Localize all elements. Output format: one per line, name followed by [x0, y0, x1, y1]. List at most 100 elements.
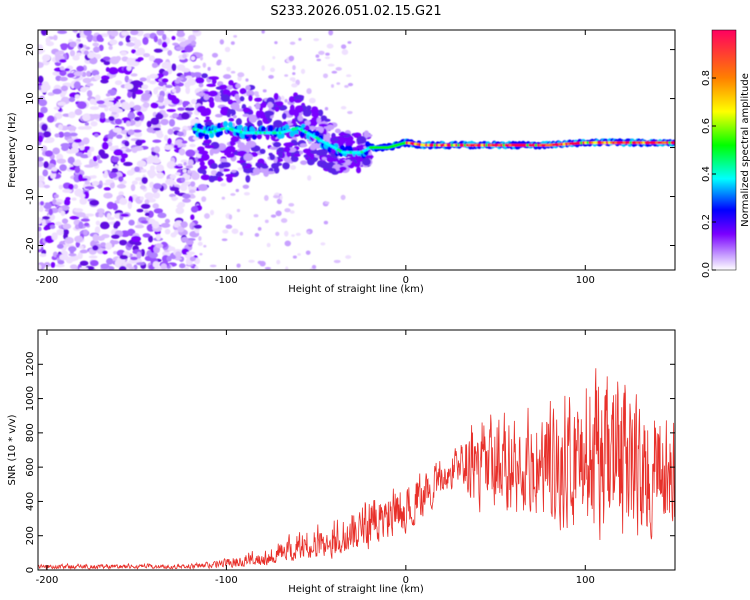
- noise-speckle: [144, 212, 150, 217]
- noise-speckle: [326, 43, 334, 49]
- noise-speckle: [143, 53, 151, 58]
- noise-speckle: [237, 167, 243, 171]
- noise-speckle: [157, 38, 163, 46]
- noise-speckle: [58, 131, 65, 138]
- snr-ytick-label: 1000: [25, 386, 36, 411]
- noise-speckle: [64, 68, 70, 72]
- transition-blob: [246, 89, 255, 97]
- noise-speckle: [176, 37, 186, 42]
- transition-blob: [269, 146, 279, 150]
- noise-speckle: [166, 161, 176, 169]
- transition-blob: [195, 92, 206, 97]
- noise-speckle: [52, 147, 60, 155]
- noise-speckle: [47, 213, 56, 221]
- noise-speckle: [72, 141, 79, 150]
- colorbar-ticks: 0.0 0.2 0.4 0.6 0.8: [701, 29, 737, 278]
- noise-speckle: [169, 193, 176, 198]
- noise-speckle: [39, 253, 47, 258]
- noise-speckle: [276, 259, 281, 265]
- noise-speckle: [149, 181, 155, 189]
- transition-blob: [203, 94, 210, 101]
- noise-speckle: [167, 128, 174, 135]
- noise-speckle: [125, 148, 132, 153]
- noise-speckle: [38, 161, 45, 168]
- noise-speckle: [279, 195, 283, 201]
- noise-speckle: [183, 161, 187, 166]
- transition-blob: [202, 169, 207, 175]
- noise-speckle: [72, 161, 82, 167]
- snr-ytick-label: 200: [25, 526, 36, 545]
- noise-speckle: [181, 112, 190, 120]
- noise-speckle: [42, 169, 49, 177]
- noise-speckle: [167, 50, 173, 56]
- transition-blob: [334, 128, 341, 134]
- noise-speckle: [175, 251, 182, 259]
- transition-blob: [208, 90, 218, 97]
- noise-speckle: [130, 256, 138, 261]
- noise-speckle: [148, 55, 156, 62]
- noise-speckle: [121, 31, 130, 36]
- noise-speckle: [169, 174, 177, 180]
- noise-speckle: [118, 176, 124, 182]
- transition-blob: [255, 163, 265, 168]
- transition-blob: [200, 153, 210, 161]
- transition-blob: [198, 82, 204, 88]
- noise-speckle: [100, 242, 107, 247]
- transition-blob: [303, 154, 308, 158]
- noise-speckle: [177, 163, 183, 167]
- transition-blob: [290, 139, 297, 144]
- noise-speckle: [43, 161, 49, 169]
- spectrogram-xtick-label: 0: [403, 275, 409, 286]
- noise-speckle: [95, 220, 101, 226]
- transition-blob: [200, 110, 209, 117]
- transition-blob: [205, 116, 210, 120]
- noise-speckle: [106, 257, 114, 265]
- noise-speckle: [305, 250, 311, 255]
- noise-speckle: [168, 118, 176, 127]
- noise-speckle: [197, 241, 203, 247]
- noise-speckle: [57, 101, 66, 106]
- noise-speckle: [57, 260, 65, 265]
- noise-speckle: [139, 77, 147, 82]
- noise-speckle: [273, 195, 279, 199]
- noise-speckle: [136, 251, 142, 259]
- noise-speckle: [141, 176, 148, 184]
- noise-speckle: [81, 86, 91, 90]
- noise-speckle: [72, 30, 78, 33]
- transition-blob: [248, 114, 258, 123]
- transition-blob: [243, 153, 253, 162]
- noise-speckle: [43, 139, 52, 144]
- noise-speckle: [292, 255, 297, 259]
- noise-speckle: [91, 175, 97, 179]
- ridge-halo: [240, 133, 246, 140]
- noise-speckle: [71, 197, 77, 201]
- noise-speckle: [172, 126, 181, 131]
- noise-speckle: [38, 175, 45, 182]
- noise-speckle: [59, 76, 68, 82]
- noise-speckle: [221, 196, 226, 200]
- noise-speckle: [187, 104, 193, 108]
- noise-speckle: [152, 192, 161, 199]
- noise-speckle: [130, 184, 136, 192]
- noise-speckle: [140, 220, 149, 224]
- noise-speckle: [181, 67, 191, 73]
- transition-blob: [297, 115, 304, 122]
- noise-speckle: [88, 255, 98, 259]
- noise-speckle: [184, 81, 191, 89]
- noise-speckle: [62, 113, 71, 117]
- noise-speckle: [55, 221, 62, 226]
- noise-speckle: [180, 221, 188, 228]
- transition-blob: [282, 162, 290, 170]
- noise-speckle: [190, 214, 195, 221]
- noise-speckle: [292, 64, 296, 71]
- noise-speckle: [79, 249, 88, 254]
- noise-speckle: [131, 235, 141, 243]
- noise-speckle: [221, 238, 228, 242]
- noise-speckle: [207, 66, 211, 71]
- noise-speckle: [224, 46, 231, 53]
- noise-speckle: [55, 201, 62, 206]
- noise-speckle: [284, 208, 291, 213]
- noise-speckle: [103, 137, 109, 142]
- noise-speckle: [333, 259, 341, 264]
- transition-blob: [241, 162, 248, 167]
